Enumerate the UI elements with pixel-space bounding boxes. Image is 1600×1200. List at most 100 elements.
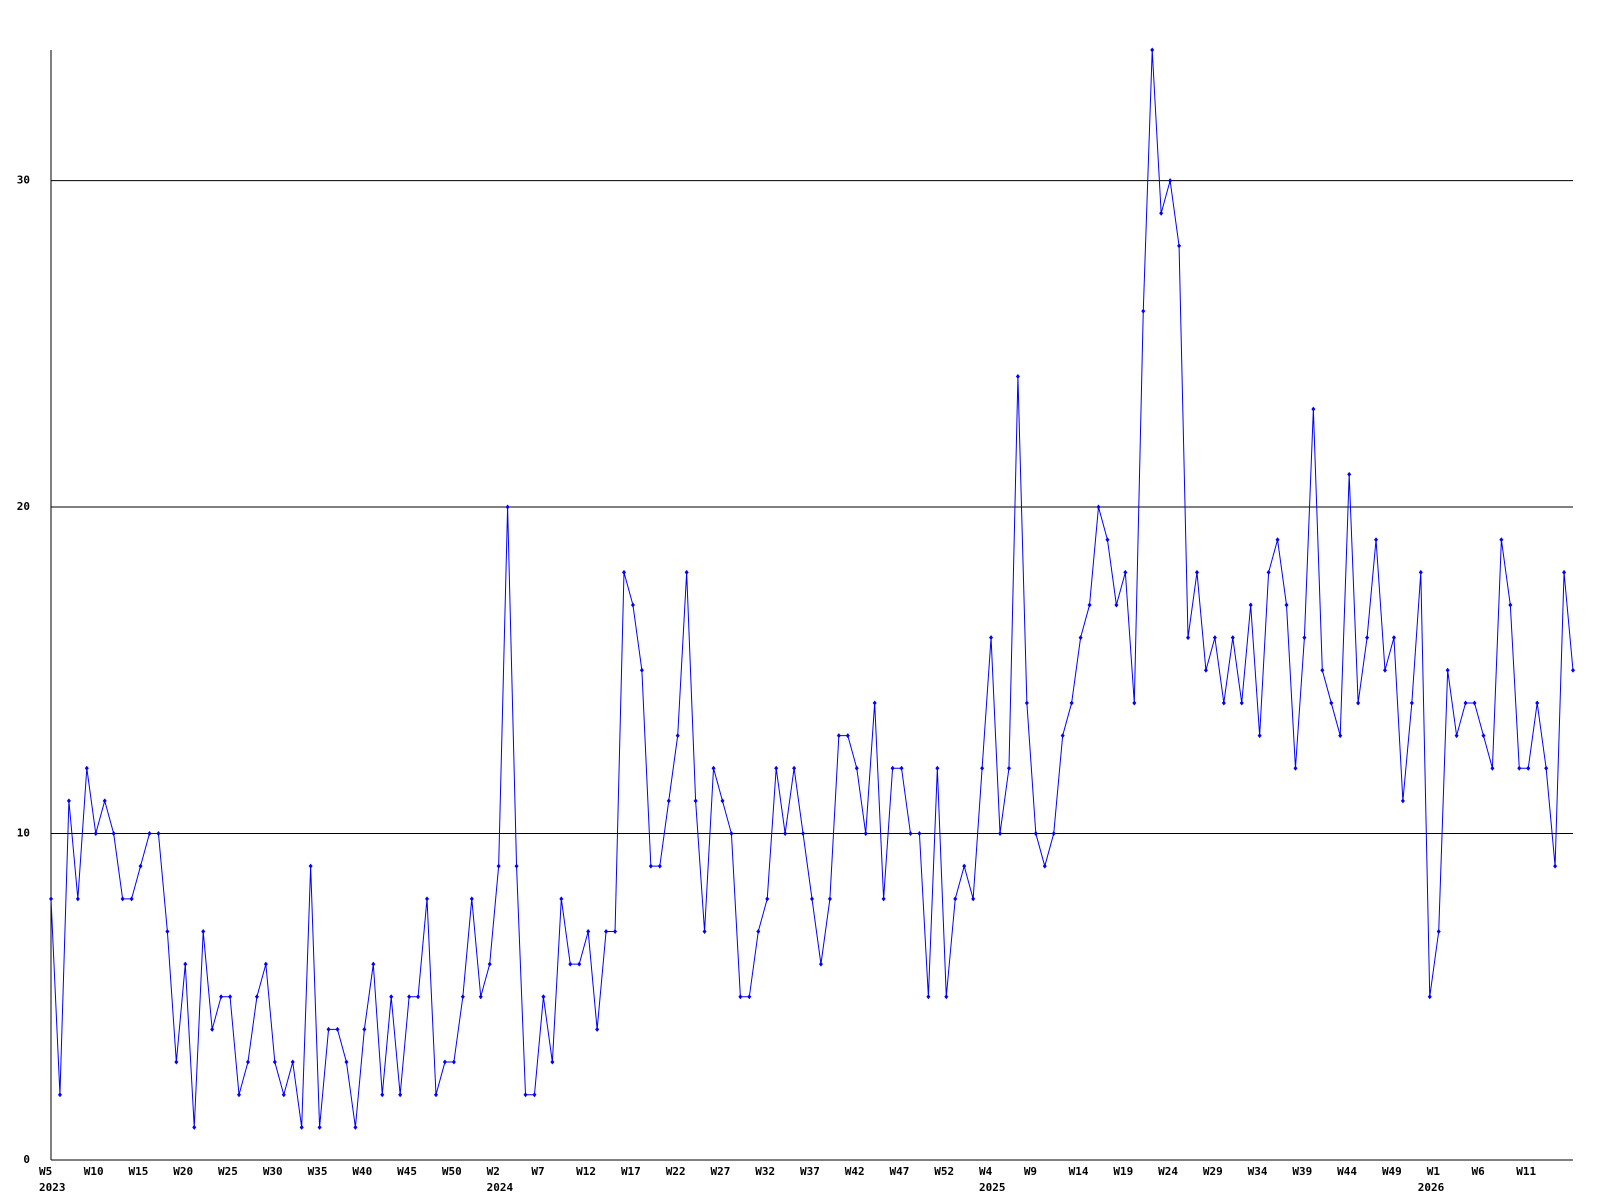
data-point [469,896,474,902]
data-point [219,994,224,1000]
data-point [613,928,618,934]
x-tick-label: W32 [755,1165,775,1178]
data-point [308,863,313,869]
data-point [971,896,976,902]
data-point [1400,798,1405,804]
data-point [1042,863,1047,869]
data-point [1293,765,1298,771]
data-point [1123,569,1128,575]
data-point [586,928,591,934]
data-point [738,994,743,1000]
data-point [496,863,501,869]
data-point [433,1092,438,1098]
data-point [362,1026,367,1032]
data-point [711,765,716,771]
data-point [245,1059,250,1065]
data-point [1320,667,1325,673]
x-tick-label: W30 [263,1165,283,1178]
data-point [183,961,188,967]
data-point [1553,863,1558,869]
data-point [1427,994,1432,1000]
x-tick-label: W34 [1248,1165,1268,1178]
data-point [1060,733,1065,739]
data-point [1087,602,1092,608]
data-point [559,896,564,902]
x-year-label: 2023 [39,1181,66,1194]
data-point [1203,667,1208,673]
data-point [174,1059,179,1065]
data-point [774,765,779,771]
y-tick-label: 30 [17,174,30,187]
data-point [1069,700,1074,706]
data-point [944,994,949,1000]
data-point [120,896,125,902]
data-point [926,994,931,1000]
data-point [478,994,483,1000]
data-point [1150,47,1155,53]
data-point [621,569,626,575]
data-point [1275,537,1280,543]
data-point [1382,667,1387,673]
data-point [1194,569,1199,575]
data-point [49,896,53,902]
x-tick-label: W27 [710,1165,730,1178]
data-point [1096,504,1101,510]
data-point [353,1124,358,1130]
data-point [84,765,89,771]
x-tick-label: W45 [397,1165,417,1178]
data-point [1374,537,1379,543]
x-year-label: 2025 [979,1181,1006,1194]
data-point [532,1092,537,1098]
data-point [129,896,134,902]
data-point [1015,373,1020,379]
data-point [980,765,985,771]
x-tick-label: W20 [173,1165,193,1178]
data-point [935,765,940,771]
data-point [989,635,994,641]
data-point [523,1092,528,1098]
data-point [442,1059,447,1065]
x-tick-label: W52 [934,1165,954,1178]
data-point [818,961,823,967]
data-point [568,961,573,967]
data-point [156,831,161,837]
data-point [514,863,519,869]
data-point [801,831,806,837]
x-tick-label: W47 [890,1165,910,1178]
x-tick-label: W17 [621,1165,641,1178]
data-point [1562,569,1567,575]
data-point [1230,635,1235,641]
x-tick-label: W1 [1427,1165,1441,1178]
data-point [1463,700,1468,706]
data-line [50,49,1574,1128]
data-point [1132,700,1137,706]
y-tick-label: 20 [17,500,30,513]
data-point [756,928,761,934]
data-point [845,733,850,739]
data-point [102,798,107,804]
data-point [66,798,71,804]
data-point [550,1059,555,1065]
x-tick-label: W4 [979,1165,993,1178]
x-tick-label: W9 [1024,1165,1037,1178]
x-tick-label: W11 [1516,1165,1536,1178]
x-tick-label: W7 [531,1165,544,1178]
data-point [1212,635,1217,641]
x-tick-label: W12 [576,1165,596,1178]
data-point [881,896,886,902]
data-point [1544,765,1549,771]
data-point [1571,667,1575,673]
x-tick-label: W10 [84,1165,104,1178]
data-point [1338,733,1343,739]
data-point [451,1059,456,1065]
data-point [1114,602,1119,608]
data-point [1517,765,1522,771]
data-point [1284,602,1289,608]
data-point [416,994,421,1000]
data-point [836,733,841,739]
data-point [1186,635,1191,641]
x-tick-label: W2 [487,1165,500,1178]
data-point [1177,243,1182,249]
x-tick-label: W6 [1471,1165,1485,1178]
